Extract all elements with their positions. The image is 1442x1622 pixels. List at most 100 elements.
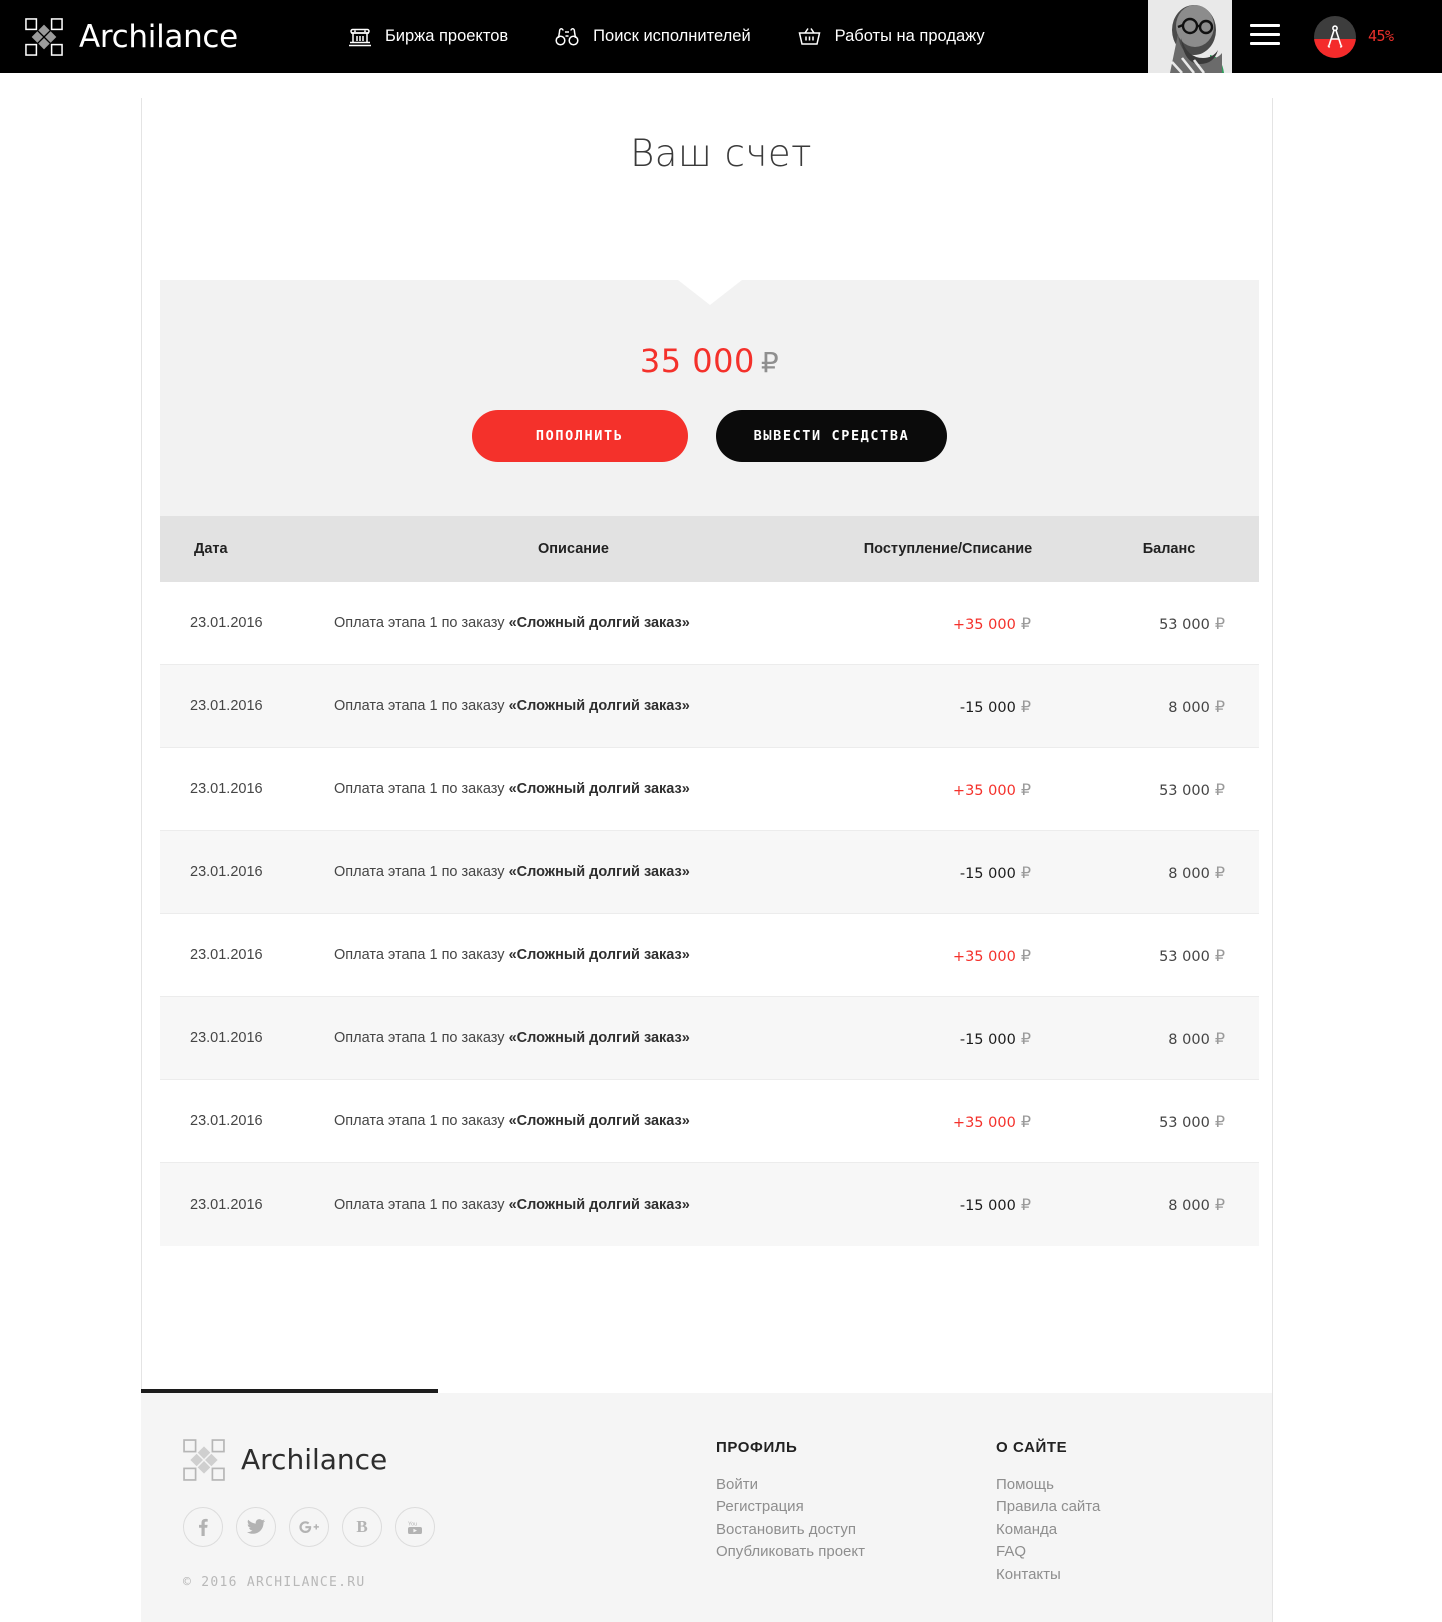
cell-description: Оплата этапа 1 по заказу «Сложный долгий… bbox=[330, 830, 817, 915]
facebook-icon[interactable] bbox=[183, 1506, 223, 1547]
content-rail-right bbox=[1272, 97, 1273, 1622]
cell-balance: 8 000 ₽ bbox=[1079, 664, 1259, 749]
amount-currency: ₽ bbox=[1020, 1195, 1031, 1215]
withdraw-button[interactable]: ВЫВЕСТИ СРЕДСТВА bbox=[715, 409, 948, 462]
description-text: Оплата этапа 1 по заказу bbox=[334, 1113, 509, 1130]
order-title-link[interactable]: «Сложный долгий заказ» bbox=[508, 615, 690, 632]
footer-link-register[interactable]: Регистрация bbox=[716, 1498, 804, 1516]
twitter-icon[interactable] bbox=[236, 1506, 276, 1547]
site-footer: Archilance B You bbox=[141, 1392, 1272, 1622]
balance-value: 8 000 bbox=[1168, 865, 1210, 882]
order-title-link[interactable]: «Сложный долгий заказ» bbox=[508, 781, 690, 798]
table-row: 23.01.2016 Оплата этапа 1 по заказу «Слож… bbox=[160, 996, 1259, 1081]
column-header-date: Дата bbox=[160, 515, 330, 582]
balance-value: 53 000 bbox=[1159, 782, 1210, 799]
cell-balance: 53 000 ₽ bbox=[1079, 913, 1259, 998]
amount-value: +35 000 bbox=[952, 616, 1016, 633]
vk-icon[interactable]: B bbox=[342, 1506, 382, 1547]
footer-column-about: О САЙТЕ Помощь Правила сайта Команда FAQ… bbox=[996, 1393, 1100, 1622]
balance-value: 53 000 bbox=[1159, 948, 1210, 965]
nav-item-projects[interactable]: Биржа проектов bbox=[348, 26, 508, 48]
nav-item-find-contractors[interactable]: Поиск исполнителей bbox=[554, 26, 751, 48]
balance-panel: 35 000 ₽ ПОПОЛНИТЬ ВЫВЕСТИ СРЕДСТВА bbox=[160, 279, 1259, 516]
balance-currency: ₽ bbox=[1214, 945, 1225, 965]
table-row: 23.01.2016 Оплата этапа 1 по заказу «Слож… bbox=[160, 664, 1259, 749]
balance-value: 8 000 bbox=[1168, 699, 1210, 716]
table-row: 23.01.2016 Оплата этапа 1 по заказу «Слож… bbox=[160, 830, 1259, 915]
cell-date: 23.01.2016 bbox=[160, 747, 330, 832]
balance-currency: ₽ bbox=[1214, 1195, 1225, 1215]
amount-currency: ₽ bbox=[1020, 1028, 1031, 1048]
description-text: Оплата этапа 1 по заказу bbox=[334, 781, 509, 798]
footer-link-publish[interactable]: Опубликовать проект bbox=[716, 1543, 865, 1561]
footer-link-help[interactable]: Помощь bbox=[996, 1475, 1054, 1493]
cell-description: Оплата этапа 1 по заказу «Сложный долгий… bbox=[330, 1079, 817, 1164]
cell-description: Оплата этапа 1 по заказу «Сложный долгий… bbox=[330, 581, 817, 666]
nav-item-works-for-sale[interactable]: Работы на продажу bbox=[797, 26, 985, 48]
cell-date: 23.01.2016 bbox=[190, 1196, 263, 1213]
amount-currency: ₽ bbox=[1020, 779, 1031, 799]
balance-value: 53 000 bbox=[1159, 1114, 1210, 1131]
balance-value: 53 000 bbox=[1159, 616, 1210, 633]
order-title-link[interactable]: «Сложный долгий заказ» bbox=[508, 947, 690, 964]
cell-date: 23.01.2016 bbox=[160, 664, 330, 749]
brand-name: Archilance bbox=[79, 18, 238, 55]
cell-balance: 53 000 ₽ bbox=[1079, 1079, 1259, 1164]
order-title-link[interactable]: «Сложный долгий заказ» bbox=[508, 864, 690, 881]
nav-label: Работы на продажу bbox=[834, 27, 985, 45]
footer-link-rules[interactable]: Правила сайта bbox=[996, 1498, 1101, 1516]
binoculars-icon bbox=[554, 26, 580, 48]
balance-currency: ₽ bbox=[1214, 613, 1225, 633]
order-title-link[interactable]: «Сложный долгий заказ» bbox=[508, 1196, 690, 1213]
table-row: 23.01.2016 Оплата этапа 1 по заказу «Слож… bbox=[160, 1079, 1259, 1164]
youtube-icon[interactable]: You bbox=[395, 1506, 435, 1547]
archilance-logo-icon bbox=[25, 17, 63, 56]
cell-balance: 8 000 ₽ bbox=[1079, 996, 1259, 1081]
bank-icon bbox=[348, 26, 372, 48]
amount-currency: ₽ bbox=[1020, 862, 1031, 882]
description-text: Оплата этапа 1 по заказу bbox=[334, 698, 509, 715]
cell-date: 23.01.2016 bbox=[160, 913, 330, 998]
cell-amount: -15 000 ₽ bbox=[817, 996, 1079, 1081]
avatar-photo bbox=[1148, 0, 1232, 73]
order-title-link[interactable]: «Сложный долгий заказ» bbox=[508, 698, 690, 715]
table-row: 23.01.2016 Оплата этапа 1 по заказу «Слож… bbox=[160, 913, 1259, 998]
footer-link-team[interactable]: Команда bbox=[996, 1520, 1058, 1538]
amount-value: +35 000 bbox=[952, 782, 1016, 799]
account-content: 35 000 ₽ ПОПОЛНИТЬ ВЫВЕСТИ СРЕДСТВА Дата … bbox=[160, 279, 1259, 1246]
nav-label: Биржа проектов bbox=[384, 27, 509, 45]
user-avatar[interactable] bbox=[1148, 0, 1232, 73]
operations-table-head: Дата Описание Поступление/Списание Балан… bbox=[160, 515, 1259, 582]
cell-balance: 8 000 ₽ bbox=[1079, 1163, 1259, 1246]
column-header-amount: Поступление/Списание bbox=[817, 515, 1079, 582]
page-shell: Ваш счет 35 000 ₽ ПОПОЛНИТЬ ВЫВЕСТИ СРЕДС… bbox=[0, 97, 1442, 1622]
burger-line bbox=[1250, 33, 1280, 36]
order-title-link[interactable]: «Сложный долгий заказ» bbox=[508, 1113, 690, 1130]
profile-completeness-badge[interactable] bbox=[1314, 16, 1356, 58]
footer-link-restore[interactable]: Востановить доступ bbox=[716, 1520, 856, 1538]
description-text: Оплата этапа 1 по заказу bbox=[334, 1030, 509, 1047]
footer-link-contacts[interactable]: Контакты bbox=[996, 1565, 1061, 1583]
cell-amount: +35 000 ₽ bbox=[817, 913, 1079, 998]
order-title-link[interactable]: «Сложный долгий заказ» bbox=[508, 1030, 690, 1047]
google-plus-icon[interactable] bbox=[289, 1506, 329, 1547]
operations-table-body: 23.01.2016 Оплата этапа 1 по заказу «Слож… bbox=[160, 581, 1259, 1246]
balance-amount: 35 000 ₽ bbox=[160, 280, 1259, 380]
footer-brand-link[interactable]: Archilance bbox=[183, 1438, 716, 1481]
cell-date: 23.01.2016 bbox=[160, 830, 330, 915]
footer-link-faq[interactable]: FAQ bbox=[996, 1543, 1027, 1561]
amount-value: +35 000 bbox=[952, 948, 1016, 965]
balance-value: 35 000 bbox=[639, 341, 755, 380]
cell-description: Оплата этапа 1 по заказу «Сложный долгий… bbox=[330, 1163, 817, 1246]
amount-value: -15 000 bbox=[959, 699, 1016, 716]
footer-link-login[interactable]: Войти bbox=[716, 1475, 758, 1493]
social-links: B You bbox=[183, 1506, 716, 1547]
amount-currency: ₽ bbox=[1020, 945, 1031, 965]
footer-brand-block: Archilance B You bbox=[141, 1393, 716, 1622]
footer-column-title: О САЙТЕ bbox=[996, 1438, 1068, 1456]
menu-toggle-button[interactable] bbox=[1250, 24, 1280, 48]
brand-logo-link[interactable]: Archilance bbox=[25, 17, 238, 56]
topup-button[interactable]: ПОПОЛНИТЬ bbox=[471, 409, 688, 462]
cell-description: Оплата этапа 1 по заказу «Сложный долгий… bbox=[330, 996, 817, 1081]
balance-currency: ₽ bbox=[1214, 862, 1225, 882]
